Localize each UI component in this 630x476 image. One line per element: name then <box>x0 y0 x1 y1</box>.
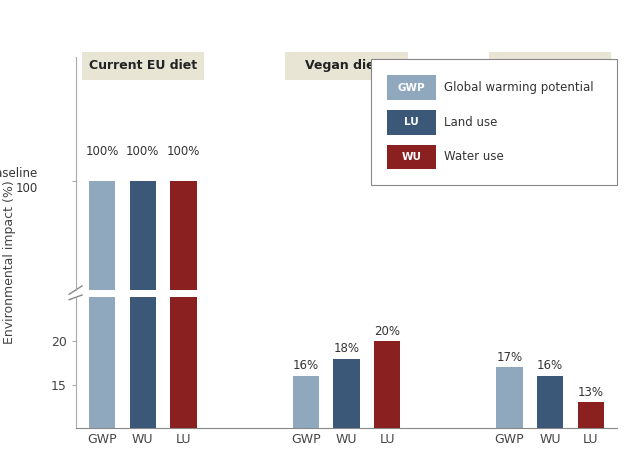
FancyBboxPatch shape <box>81 52 204 80</box>
Text: 17%: 17% <box>496 351 522 364</box>
Bar <box>496 367 523 476</box>
Bar <box>537 376 563 476</box>
Text: 13%: 13% <box>578 386 604 399</box>
Text: Current EU diet: Current EU diet <box>89 59 197 72</box>
Bar <box>89 0 115 476</box>
FancyBboxPatch shape <box>387 110 436 135</box>
Text: Environmental impact (%): Environmental impact (%) <box>3 180 16 344</box>
Bar <box>578 402 604 476</box>
Bar <box>333 358 360 476</box>
Text: LU: LU <box>404 118 419 128</box>
Bar <box>170 181 197 476</box>
Text: Land use: Land use <box>444 116 498 129</box>
Text: 20%: 20% <box>374 325 400 337</box>
FancyBboxPatch shape <box>371 60 617 185</box>
Text: 100%: 100% <box>126 145 159 158</box>
FancyBboxPatch shape <box>387 75 436 100</box>
Text: Baseline
100: Baseline 100 <box>0 168 38 195</box>
Text: 16%: 16% <box>293 359 319 373</box>
Bar <box>130 181 156 476</box>
Bar <box>374 341 401 476</box>
Bar <box>89 181 115 476</box>
FancyBboxPatch shape <box>387 145 436 169</box>
Bar <box>130 0 156 476</box>
Text: 16%: 16% <box>537 359 563 373</box>
Text: 100%: 100% <box>167 145 200 158</box>
Bar <box>170 0 197 476</box>
Bar <box>292 376 319 476</box>
Text: 18%: 18% <box>333 342 360 355</box>
Text: GWP: GWP <box>398 83 425 93</box>
FancyBboxPatch shape <box>285 52 408 80</box>
Text: NFFs: NFFs <box>533 59 568 72</box>
Text: 100%: 100% <box>86 145 119 158</box>
Text: Global warming potential: Global warming potential <box>444 81 593 94</box>
Text: WU: WU <box>401 152 421 162</box>
Text: Water use: Water use <box>444 150 504 163</box>
Text: Vegan diets: Vegan diets <box>305 59 388 72</box>
FancyBboxPatch shape <box>489 52 612 80</box>
